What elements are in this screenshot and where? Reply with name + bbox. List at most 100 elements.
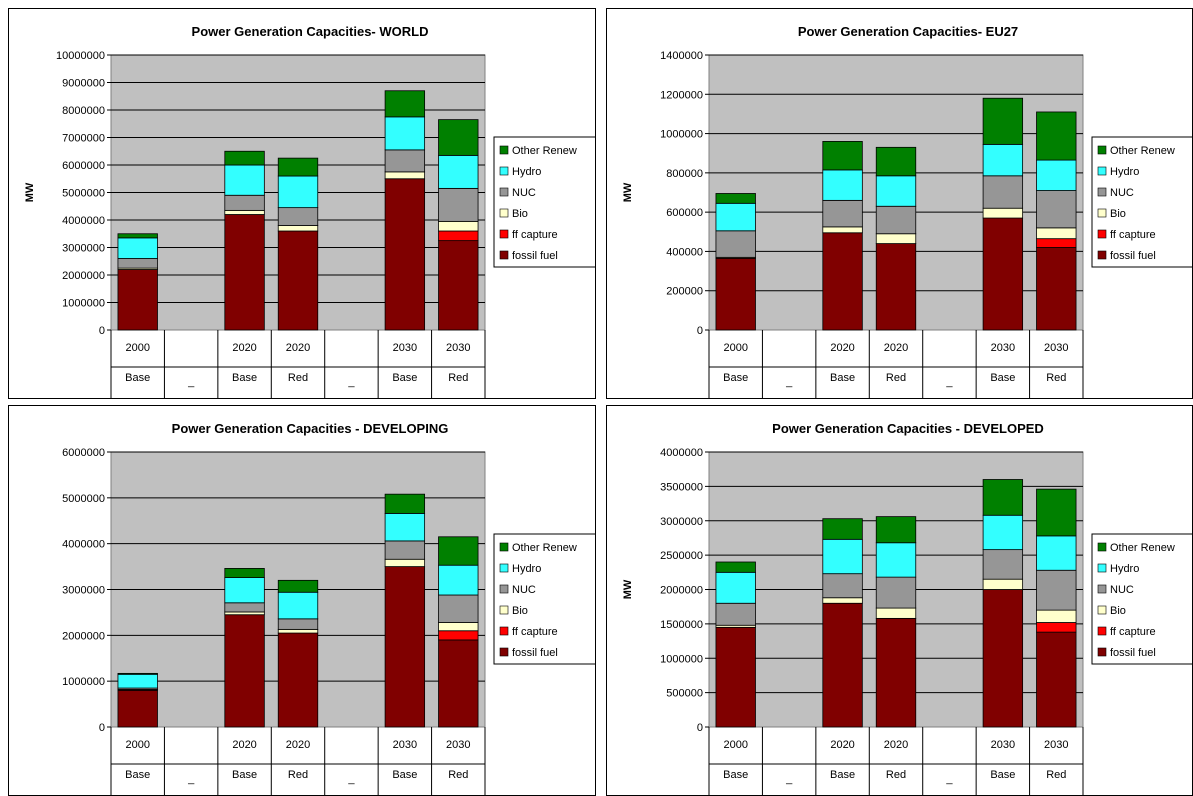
y-tick-label: 7000000 — [62, 133, 105, 145]
bar-segment-bio — [438, 220, 479, 232]
bar-segment-bio — [822, 226, 863, 234]
x-tick-label-year: 2000 — [125, 342, 149, 354]
bar-segment-hydro — [117, 237, 158, 259]
bar-segment-fossil-fuel — [438, 240, 479, 331]
bar-segment-ff-capture — [438, 230, 479, 242]
x-tick-label-year: 2020 — [884, 739, 908, 751]
bar-segment-hydro — [1036, 535, 1077, 571]
legend-label-hydro: Hydro — [512, 563, 541, 575]
chart-title: Power Generation Capacities- WORLD — [192, 24, 429, 39]
bar-segment-bio — [277, 225, 319, 232]
legend-swatch-hydro — [499, 563, 509, 573]
x-tick-label-year: 2030 — [1044, 342, 1068, 354]
x-tick-label-year: 2030 — [393, 342, 417, 354]
bar-segment-fossil-fuel — [822, 602, 863, 728]
bar-segment-other-renew — [384, 90, 426, 118]
bar-segment-hydro — [438, 564, 479, 596]
bar-segment-other-renew — [117, 233, 158, 239]
bar-segment-other-renew — [875, 516, 917, 544]
y-tick-label: 1000000 — [62, 676, 105, 688]
x-tick-label-scenario: Red — [288, 372, 308, 384]
y-tick-label: 6000000 — [62, 160, 105, 172]
y-tick-label: 1000000 — [660, 653, 703, 665]
bar-segment-nuc — [982, 175, 1024, 209]
chart-title: Power Generation Capacities - DEVELOPING — [172, 421, 449, 436]
y-tick-label: 3000000 — [660, 516, 703, 528]
x-tick-label-year: 2020 — [232, 342, 256, 354]
legend — [493, 136, 595, 268]
bar-segment-fossil-fuel — [277, 632, 319, 728]
y-tick-label: 0 — [697, 325, 703, 337]
x-tick-label-year: 2030 — [393, 739, 417, 751]
chart-title: Power Generation Capacities - DEVELOPED — [772, 421, 1044, 436]
x-tick-label-year: 2000 — [723, 739, 747, 751]
bar-segment-bio — [875, 607, 917, 619]
legend-label-ff-capture: ff capture — [512, 229, 558, 241]
bar-segment-hydro — [224, 577, 265, 604]
legend-swatch-nuc — [499, 584, 509, 594]
x-tick-label-year: 2030 — [1044, 739, 1068, 751]
y-axis-label: MW — [24, 182, 36, 202]
bar-segment-ff-capture — [438, 630, 479, 641]
y-tick-label: 4000000 — [62, 215, 105, 227]
y-tick-label: 3500000 — [660, 481, 703, 493]
bar-segment-hydro — [438, 154, 479, 189]
bar-segment-hydro — [715, 571, 756, 604]
legend-swatch-hydro — [1097, 563, 1107, 573]
x-tick-label-year: 2020 — [830, 739, 854, 751]
bar-segment-nuc — [438, 594, 479, 623]
bar-segment-other-renew — [438, 119, 479, 156]
bar-segment-other-renew — [715, 193, 756, 204]
x-tick-label-scenario: _ — [347, 376, 355, 388]
legend-label-bio: Bio — [512, 208, 528, 220]
bar-segment-fossil-fuel — [715, 626, 756, 728]
bar-segment-bio — [875, 233, 917, 244]
bar-segment-hydro — [822, 169, 863, 201]
bar-segment-hydro — [117, 673, 158, 689]
y-tick-label: 1500000 — [660, 619, 703, 631]
legend-swatch-ff-capture — [499, 626, 509, 636]
legend-swatch-bio — [499, 605, 509, 615]
bar-segment-nuc — [438, 187, 479, 222]
x-tick-label-scenario: Base — [830, 769, 855, 781]
bar-segment-other-renew — [277, 579, 319, 593]
bar-segment-bio — [438, 622, 479, 632]
x-tick-label-scenario: Red — [1046, 769, 1066, 781]
bar-segment-fossil-fuel — [982, 589, 1024, 728]
x-tick-label-scenario: _ — [347, 773, 355, 785]
legend-label-other-renew: Other Renew — [512, 542, 577, 554]
y-tick-label: 5000000 — [62, 188, 105, 200]
bar-segment-fossil-fuel — [1036, 247, 1077, 331]
legend-label-nuc: NUC — [1110, 584, 1134, 596]
y-tick-label: 3000000 — [62, 243, 105, 255]
legend-swatch-nuc — [1097, 187, 1107, 197]
bar-segment-fossil-fuel — [224, 214, 265, 331]
bar-segment-other-renew — [1036, 488, 1077, 537]
legend-swatch-other-renew — [1097, 145, 1107, 155]
bar-segment-hydro — [277, 175, 319, 209]
x-tick-label-year: 2020 — [286, 739, 310, 751]
legend-swatch-ff-capture — [1097, 626, 1107, 636]
y-axis-label: MW — [622, 182, 634, 202]
chart-developing-panel: Power Generation Capacities - DEVELOPING… — [8, 405, 596, 796]
legend-label-fossil-fuel: fossil fuel — [1110, 250, 1156, 262]
legend-label-nuc: NUC — [512, 584, 536, 596]
legend — [1091, 136, 1192, 268]
bar-segment-other-renew — [438, 536, 479, 566]
bar-segment-other-renew — [982, 479, 1024, 516]
bar-segment-nuc — [384, 149, 426, 173]
bar-segment-nuc — [875, 576, 917, 609]
x-tick-label-year: 2020 — [232, 739, 256, 751]
legend-label-ff-capture: ff capture — [512, 626, 558, 638]
legend-label-hydro: Hydro — [512, 166, 541, 178]
bar-segment-bio — [982, 578, 1024, 590]
y-tick-label: 400000 — [666, 246, 703, 258]
bar-segment-ff-capture — [1036, 622, 1077, 633]
x-tick-label-year: 2020 — [286, 342, 310, 354]
chart-world: Power Generation Capacities- WORLD 0 10000… — [24, 24, 595, 398]
y-tick-label: 4000000 — [62, 539, 105, 551]
y-tick-label: 600000 — [666, 207, 703, 219]
chart-eu27-panel: Power Generation Capacities- EU27 0 200000… — [606, 8, 1193, 399]
bar-segment-nuc — [715, 230, 756, 258]
chart-title: Power Generation Capacities- EU27 — [798, 24, 1018, 39]
